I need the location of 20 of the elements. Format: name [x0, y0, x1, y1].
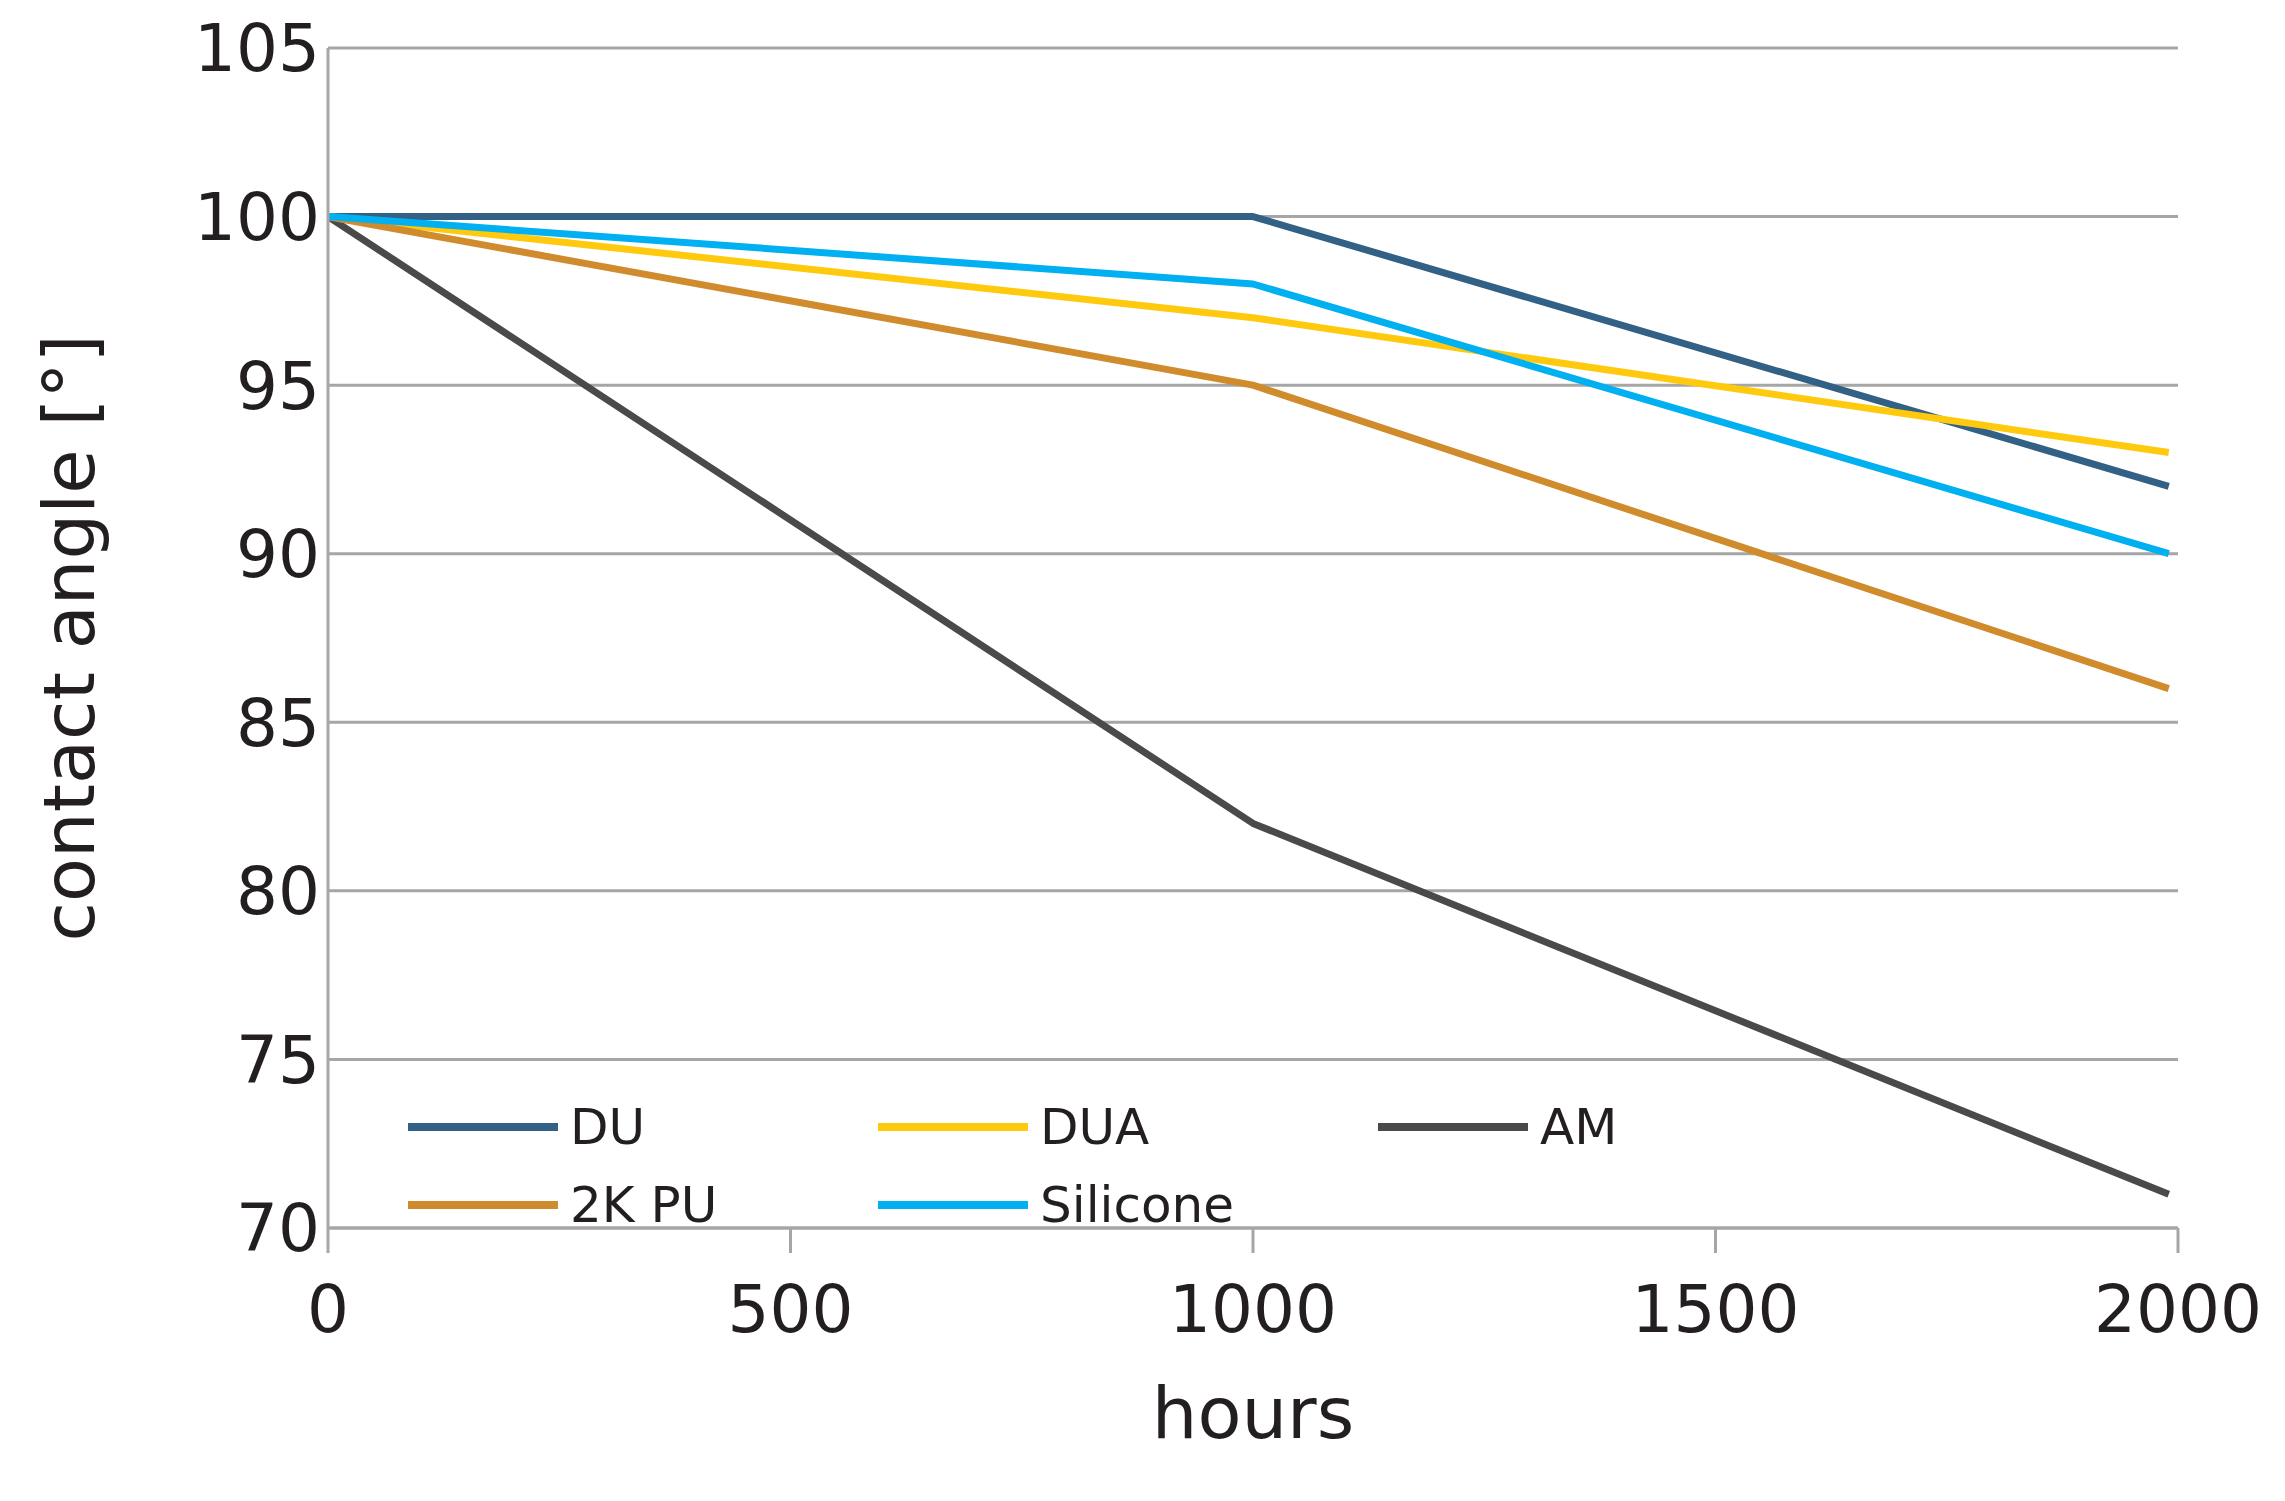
y-tick-label: 100: [194, 179, 320, 256]
legend-label: AM: [1540, 1098, 1618, 1156]
x-tick-label: 1000: [1169, 1270, 1337, 1348]
x-axis-title: hours: [1151, 1371, 1355, 1455]
x-tick-label: 500: [727, 1270, 854, 1348]
y-tick-label: 70: [236, 1190, 320, 1268]
legend-label: DU: [570, 1098, 646, 1156]
y-tick-label: 95: [236, 347, 320, 425]
x-tick-label: 1500: [1631, 1270, 1800, 1348]
x-tick-label: 0: [307, 1270, 349, 1348]
legend-label: DUA: [1040, 1098, 1150, 1156]
y-tick-label: 105: [194, 10, 320, 88]
y-axis-title: contact angle [°]: [26, 334, 111, 942]
y-tick-label: 85: [236, 684, 320, 762]
legend-label: 2K PU: [570, 1176, 718, 1234]
y-tick-label: 90: [236, 516, 320, 594]
x-tick-label: 2000: [2094, 1270, 2262, 1348]
y-tick-label: 80: [236, 853, 320, 931]
legend-label: Silicone: [1040, 1176, 1234, 1234]
y-tick-label: 75: [236, 1021, 320, 1099]
